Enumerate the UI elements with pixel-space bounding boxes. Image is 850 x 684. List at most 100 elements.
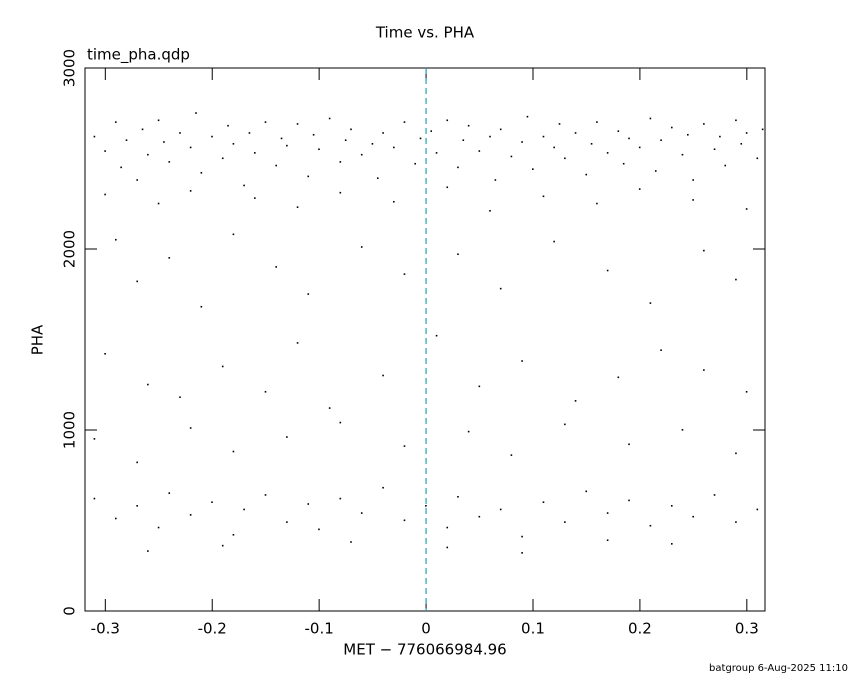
point — [168, 161, 171, 163]
point — [93, 497, 96, 500]
point — [136, 179, 138, 181]
point — [740, 143, 743, 145]
point — [104, 352, 106, 355]
point — [392, 200, 395, 203]
point — [360, 246, 363, 248]
point — [339, 421, 342, 424]
x-tick-label: 0.2 — [628, 620, 652, 638]
point — [307, 503, 310, 505]
point — [339, 497, 342, 500]
point — [328, 407, 331, 409]
point — [168, 492, 171, 494]
point — [403, 273, 406, 275]
point — [681, 429, 684, 431]
point — [339, 161, 342, 163]
point — [115, 121, 117, 123]
point — [521, 535, 523, 538]
point — [622, 162, 625, 165]
point — [211, 135, 213, 138]
point — [211, 501, 213, 503]
point — [735, 452, 737, 455]
point — [692, 199, 694, 201]
point — [318, 148, 320, 151]
point — [724, 164, 727, 167]
point — [628, 443, 630, 446]
point — [93, 438, 96, 440]
point — [307, 175, 310, 178]
point — [628, 137, 630, 140]
point — [435, 334, 438, 337]
point — [499, 287, 502, 290]
point — [147, 550, 149, 552]
point — [489, 135, 491, 138]
point — [189, 514, 192, 516]
point — [104, 150, 106, 152]
point — [531, 168, 534, 170]
chart-title: Time vs. PHA — [375, 24, 475, 42]
point — [713, 148, 716, 151]
point — [296, 342, 299, 344]
point — [189, 427, 192, 429]
point — [136, 505, 138, 507]
point — [446, 186, 449, 189]
point — [606, 269, 609, 272]
point — [467, 430, 470, 433]
point — [703, 249, 705, 252]
point — [382, 374, 384, 377]
point — [360, 512, 363, 514]
point — [360, 153, 363, 156]
point — [419, 137, 422, 140]
point — [446, 526, 449, 529]
point — [745, 208, 748, 210]
x-tick-label: -0.1 — [305, 620, 334, 638]
point — [564, 157, 566, 160]
point — [670, 543, 673, 545]
point — [392, 146, 395, 149]
y-tick-label: 0 — [61, 606, 79, 616]
point — [660, 349, 662, 351]
point — [147, 383, 149, 386]
point — [564, 423, 566, 426]
point — [542, 195, 545, 198]
point — [189, 190, 192, 192]
point — [719, 135, 721, 138]
point — [350, 541, 352, 543]
point — [382, 486, 384, 489]
point — [280, 137, 283, 140]
point — [163, 141, 165, 143]
point — [286, 144, 288, 147]
point — [312, 133, 315, 136]
point — [521, 360, 523, 362]
point — [628, 499, 630, 502]
point — [232, 450, 235, 453]
point — [243, 508, 245, 511]
point — [553, 146, 555, 149]
point — [703, 369, 705, 371]
point — [136, 461, 138, 464]
point — [264, 390, 267, 393]
point — [499, 508, 502, 511]
point — [200, 305, 203, 308]
point — [617, 130, 620, 132]
point — [168, 257, 171, 259]
x-tick-label: -0.2 — [198, 620, 227, 638]
point — [596, 202, 598, 205]
point — [558, 123, 561, 125]
point — [521, 141, 523, 143]
point — [115, 517, 117, 520]
point — [286, 436, 288, 438]
point — [318, 528, 320, 531]
y-axis-label: PHA — [29, 324, 47, 355]
point — [761, 128, 764, 131]
point — [200, 171, 203, 174]
point — [638, 188, 641, 190]
x-axis-label: MET − 776066984.96 — [343, 641, 506, 659]
point — [227, 124, 229, 127]
point — [344, 139, 347, 141]
point — [542, 135, 545, 138]
point — [120, 166, 122, 169]
point — [125, 139, 128, 141]
point — [713, 494, 716, 496]
point — [275, 266, 277, 268]
